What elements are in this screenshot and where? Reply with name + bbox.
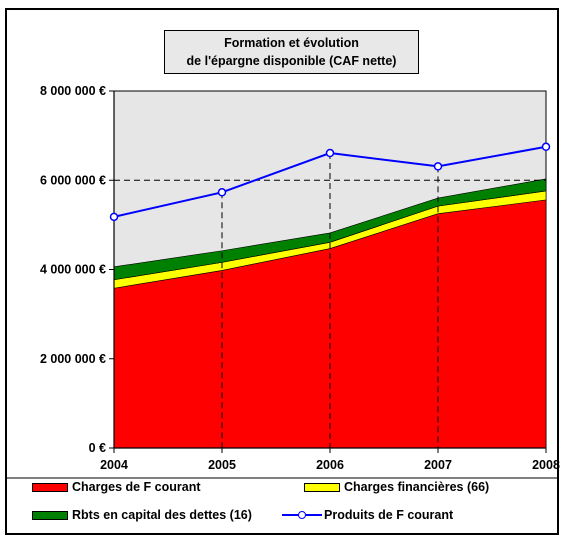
legend-label: Charges de F courant xyxy=(72,480,201,494)
line-point xyxy=(109,212,119,222)
x-tick-label: 2008 xyxy=(532,458,560,472)
x-tick-label: 2004 xyxy=(100,458,128,472)
line-point xyxy=(217,188,227,197)
legend-item-produits-courant: Produits de F courant xyxy=(282,508,453,522)
y-tick-label: 0 € xyxy=(89,441,106,455)
legend-item-charges-courant: Charges de F courant xyxy=(32,480,201,494)
y-tick-label: 8 000 000 € xyxy=(40,84,106,98)
legend-item-rbts-capital: Rbts en capital des dettes (16) xyxy=(32,508,252,522)
x-tick-label: 2005 xyxy=(208,458,236,472)
chart-title-line-2: de l'épargne disponible (CAF nette) xyxy=(186,54,397,68)
legend-swatch-yellow xyxy=(304,482,340,492)
chart-legend: Charges de F courant Charges financières… xyxy=(12,478,560,532)
legend-swatch-green xyxy=(32,510,68,520)
y-tick-label: 4 000 000 € xyxy=(40,263,106,277)
legend-label: Charges financières (66) xyxy=(344,480,490,494)
x-tick-label: 2007 xyxy=(424,458,452,472)
line-point xyxy=(541,142,551,152)
chart-title: Formation et évolution de l'épargne disp… xyxy=(164,30,419,74)
line-point xyxy=(325,148,335,158)
legend-label: Produits de F courant xyxy=(324,508,454,522)
legend-item-charges-financieres: Charges financières (66) xyxy=(304,480,489,494)
y-tick-label: 6 000 000 € xyxy=(40,173,106,187)
legend-swatch-red xyxy=(32,482,68,492)
x-tick-label: 2006 xyxy=(316,458,344,472)
y-tick-label: 2 000 000 € xyxy=(40,352,106,366)
chart-title-line-1: Formation et évolution xyxy=(224,36,359,50)
legend-label: Rbts en capital des dettes (16) xyxy=(72,508,252,522)
legend-swatch-line xyxy=(282,510,322,520)
line-point xyxy=(433,162,443,171)
